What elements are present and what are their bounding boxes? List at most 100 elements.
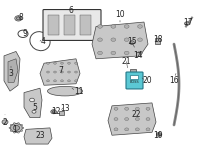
Bar bbox=[155, 38, 160, 44]
Circle shape bbox=[61, 62, 63, 64]
Circle shape bbox=[9, 127, 11, 129]
Text: 19: 19 bbox=[153, 131, 163, 140]
Circle shape bbox=[16, 17, 20, 20]
Circle shape bbox=[17, 123, 19, 124]
Text: 13: 13 bbox=[60, 104, 70, 113]
Text: 7: 7 bbox=[59, 66, 63, 75]
Text: 23: 23 bbox=[35, 131, 45, 140]
Text: 14: 14 bbox=[133, 51, 143, 60]
Circle shape bbox=[17, 132, 19, 133]
Polygon shape bbox=[108, 103, 156, 135]
Circle shape bbox=[10, 123, 22, 132]
Polygon shape bbox=[40, 59, 80, 85]
Text: 3: 3 bbox=[9, 69, 13, 78]
Polygon shape bbox=[24, 128, 52, 144]
Circle shape bbox=[125, 118, 129, 121]
Circle shape bbox=[54, 62, 56, 64]
Circle shape bbox=[54, 71, 56, 73]
Circle shape bbox=[111, 38, 116, 41]
Text: 22: 22 bbox=[131, 110, 141, 119]
Circle shape bbox=[124, 51, 129, 55]
Text: 21: 21 bbox=[121, 57, 131, 66]
Circle shape bbox=[22, 127, 24, 129]
FancyBboxPatch shape bbox=[43, 10, 101, 40]
Circle shape bbox=[125, 128, 129, 131]
Ellipse shape bbox=[48, 86, 83, 96]
Circle shape bbox=[98, 38, 102, 41]
Text: 1: 1 bbox=[13, 125, 17, 134]
Circle shape bbox=[61, 80, 63, 82]
Circle shape bbox=[75, 71, 77, 73]
Circle shape bbox=[98, 25, 102, 28]
Circle shape bbox=[125, 107, 129, 110]
Circle shape bbox=[135, 107, 139, 110]
Bar bbox=[64, 15, 75, 35]
Circle shape bbox=[10, 130, 12, 131]
Circle shape bbox=[47, 62, 49, 64]
Circle shape bbox=[135, 128, 139, 131]
Circle shape bbox=[2, 120, 8, 124]
Circle shape bbox=[185, 22, 189, 25]
Text: 16: 16 bbox=[169, 76, 179, 85]
Circle shape bbox=[30, 98, 34, 102]
Circle shape bbox=[124, 38, 129, 41]
Text: 17: 17 bbox=[183, 17, 193, 27]
Circle shape bbox=[138, 25, 142, 28]
Circle shape bbox=[52, 111, 55, 113]
Circle shape bbox=[114, 128, 118, 131]
Circle shape bbox=[75, 80, 77, 82]
Circle shape bbox=[47, 71, 49, 73]
Bar bbox=[130, 69, 136, 72]
Text: 20: 20 bbox=[142, 76, 152, 85]
Circle shape bbox=[146, 107, 150, 110]
Text: 11: 11 bbox=[74, 87, 84, 96]
Circle shape bbox=[21, 130, 23, 131]
Text: 6: 6 bbox=[69, 6, 73, 15]
Text: BOSS: BOSS bbox=[130, 80, 139, 84]
Bar bbox=[80, 15, 91, 35]
Text: 2: 2 bbox=[3, 117, 7, 127]
Circle shape bbox=[138, 51, 142, 55]
Circle shape bbox=[114, 107, 118, 110]
Text: 4: 4 bbox=[41, 37, 45, 46]
Circle shape bbox=[13, 126, 20, 130]
Circle shape bbox=[10, 124, 12, 126]
Bar bbox=[136, 52, 140, 56]
Polygon shape bbox=[8, 59, 18, 82]
Circle shape bbox=[68, 71, 70, 73]
Polygon shape bbox=[24, 88, 42, 118]
Text: 9: 9 bbox=[23, 29, 27, 38]
Circle shape bbox=[138, 38, 142, 41]
Circle shape bbox=[146, 118, 150, 121]
Circle shape bbox=[54, 80, 56, 82]
Text: 15: 15 bbox=[127, 37, 137, 46]
Circle shape bbox=[13, 132, 15, 133]
Circle shape bbox=[146, 128, 150, 131]
Circle shape bbox=[47, 80, 49, 82]
Circle shape bbox=[51, 110, 56, 114]
Bar bbox=[130, 75, 138, 79]
FancyBboxPatch shape bbox=[126, 72, 143, 89]
Circle shape bbox=[114, 118, 118, 121]
Circle shape bbox=[75, 62, 77, 64]
Circle shape bbox=[111, 51, 116, 55]
Polygon shape bbox=[4, 51, 20, 91]
Circle shape bbox=[135, 118, 139, 121]
Text: 12: 12 bbox=[51, 107, 61, 116]
Polygon shape bbox=[92, 22, 148, 59]
Circle shape bbox=[68, 80, 70, 82]
Circle shape bbox=[130, 41, 134, 44]
Circle shape bbox=[68, 62, 70, 64]
Circle shape bbox=[32, 110, 36, 113]
Circle shape bbox=[111, 25, 116, 28]
Circle shape bbox=[21, 124, 23, 126]
Circle shape bbox=[98, 51, 102, 55]
Circle shape bbox=[156, 133, 162, 136]
Text: 8: 8 bbox=[19, 13, 23, 22]
Circle shape bbox=[158, 134, 160, 135]
Text: 10: 10 bbox=[115, 10, 125, 19]
Circle shape bbox=[61, 71, 63, 73]
Circle shape bbox=[15, 16, 22, 21]
Text: 18: 18 bbox=[153, 35, 163, 44]
Circle shape bbox=[13, 123, 15, 124]
